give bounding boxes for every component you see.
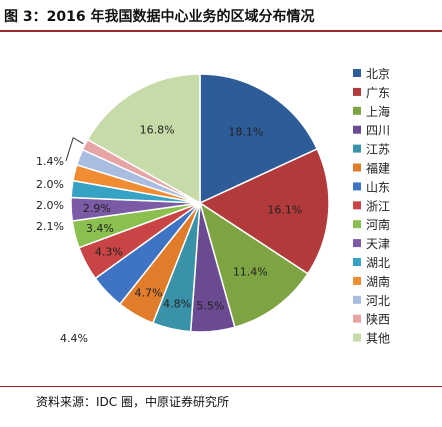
pie-slice-2 <box>198 201 309 329</box>
legend-label-10: 湖北 <box>366 255 390 270</box>
legend-swatch-11 <box>353 276 361 285</box>
data-labels: 18.1% 16.1% 11.4% 5.5% 4.8%4.7% 4.4% 4.3% 3.4% 2… <box>36 124 302 346</box>
data-label-9: 2.9% <box>83 202 111 215</box>
legend-swatch-13 <box>353 314 361 323</box>
leader-lines <box>65 136 84 162</box>
legend-swatch-14 <box>353 333 361 342</box>
title-bar: 图 3：2016 年我国数据中心业务的区域分布情况 <box>0 0 442 32</box>
legend-swatch-9 <box>353 239 361 248</box>
title-divider <box>0 30 442 32</box>
legend-swatch-5 <box>353 163 361 172</box>
legend-label-7: 浙江 <box>366 199 390 213</box>
legend-label-3: 四川 <box>366 124 390 138</box>
data-label-10: 2.1% <box>36 220 64 233</box>
source-note: 资料来源：IDC 圈，中原证券研究所 <box>36 395 229 409</box>
legend-swatch-10 <box>353 258 361 266</box>
data-label-13: 1.4% <box>36 155 64 168</box>
legend-swatch-12 <box>353 295 361 304</box>
data-label-5: 4.7% <box>135 287 163 300</box>
legend-label-4: 江苏 <box>366 143 390 157</box>
legend-label-8: 河南 <box>366 217 390 232</box>
data-label-0: 18.1% <box>228 125 263 138</box>
pie-slices <box>70 73 330 333</box>
legend-label-0: 北京 <box>366 67 390 81</box>
pie-slice-1 <box>198 147 330 275</box>
legend-label-11: 湖南 <box>366 274 390 289</box>
data-label-4: 4.8% <box>163 298 191 311</box>
legend-label-12: 河北 <box>366 294 390 308</box>
legend-swatch-7 <box>353 201 361 210</box>
legend-swatch-8 <box>353 220 361 229</box>
pie-chart: 18.1% 16.1% 11.4% 5.5% 4.8%4.7% 4.4% 4.3% 3.4% 2… <box>36 67 390 346</box>
legend-label-6: 山东 <box>366 180 390 194</box>
legend-label-9: 天津 <box>366 237 390 251</box>
legend-swatch-1 <box>353 87 361 96</box>
footer-divider <box>0 386 442 387</box>
data-label-14: 16.8% <box>140 124 175 137</box>
pie-slice-0 <box>199 73 319 205</box>
legend-label-13: 陕西 <box>366 312 390 327</box>
data-label-11: 2.0% <box>36 199 64 212</box>
data-label-6: 4.4% <box>60 332 88 345</box>
legend-label-14: 其他 <box>366 332 390 346</box>
legend-swatch-0 <box>353 69 361 77</box>
legend-swatch-3 <box>353 125 361 134</box>
data-label-3: 5.5% <box>196 300 224 313</box>
data-label-7: 4.3% <box>95 246 123 259</box>
legend-swatch-2 <box>353 106 361 115</box>
data-label-1: 16.1% <box>267 203 302 216</box>
leader-line-13 <box>65 136 84 162</box>
legend-label-1: 广东 <box>366 86 390 100</box>
data-label-8: 3.4% <box>86 222 114 235</box>
data-label-12: 2.0% <box>36 178 64 191</box>
figure-title: 图 3：2016 年我国数据中心业务的区域分布情况 <box>4 9 315 25</box>
legend-swatch-6 <box>353 182 361 191</box>
legend-label-5: 福建 <box>366 161 390 176</box>
data-label-2: 11.4% <box>233 266 268 279</box>
legend-label-2: 上海 <box>366 104 390 119</box>
pie-slice-14 <box>86 73 201 205</box>
legend-swatch-4 <box>353 144 361 153</box>
